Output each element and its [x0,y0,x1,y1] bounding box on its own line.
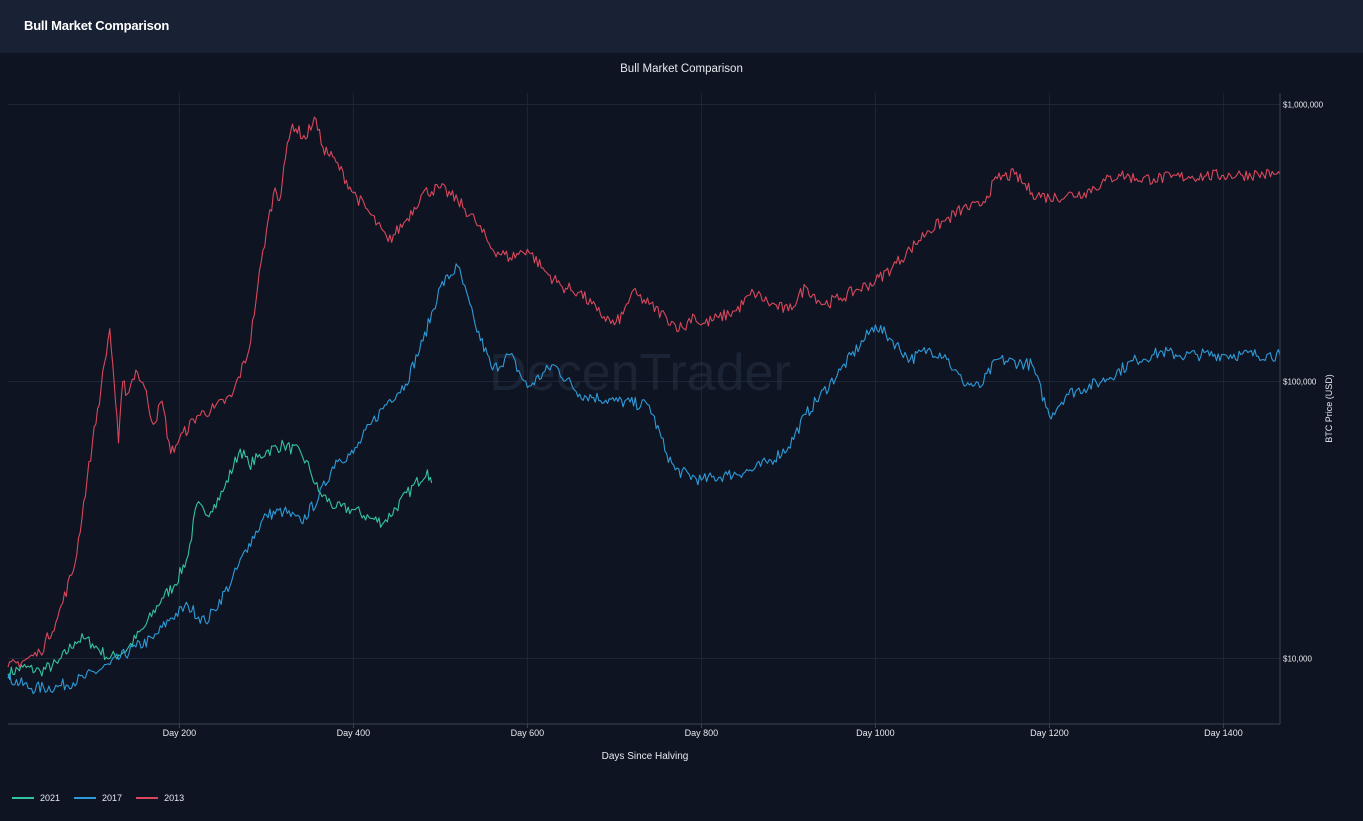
chart-title: Bull Market Comparison [620,63,743,75]
x-tick-label: Day 400 [337,728,371,738]
series-line-2017 [7,263,1281,695]
legend-label: 2021 [40,793,61,803]
x-tick-label: Day 1400 [1204,728,1243,738]
page-title: Bull Market Comparison [24,18,170,33]
series-lines [7,116,1281,695]
top-bar: Bull Market Comparison [0,0,1363,53]
legend-swatch [136,797,159,799]
legend-item-2017[interactable]: 2017 [74,793,122,803]
y-tick-label: $1,000,000 [1283,100,1324,109]
legend-swatch [12,797,34,799]
legend-swatch [74,797,97,799]
axes: Day 200 Day 400 Day 600 Day 800 Day 1000 Day … [8,93,1334,738]
x-axis-label: Days Since Halving [601,751,689,762]
series-line-2013 [7,116,1281,669]
y-tick-label: $100,000 [1283,377,1317,386]
watermark: DecenTrader [489,344,791,402]
legend-item-2021[interactable]: 2021 [12,793,60,803]
x-tick-label: Day 800 [685,728,719,738]
x-tick-label: Day 200 [163,728,197,738]
x-tick-label: Day 1200 [1030,728,1069,738]
x-tick-label: Day 600 [511,728,545,738]
grid-lines [8,93,1280,724]
y-axis-label: BTC Price (USD) [1324,374,1334,443]
legend: 2021 2017 2013 [12,793,184,803]
legend-label: 2013 [164,793,185,803]
y-tick-label: $10,000 [1283,654,1312,663]
x-tick-label: Day 1000 [856,728,895,738]
legend-label: 2017 [102,793,123,803]
series-line-2021 [7,439,433,680]
legend-item-2013[interactable]: 2013 [136,793,184,803]
